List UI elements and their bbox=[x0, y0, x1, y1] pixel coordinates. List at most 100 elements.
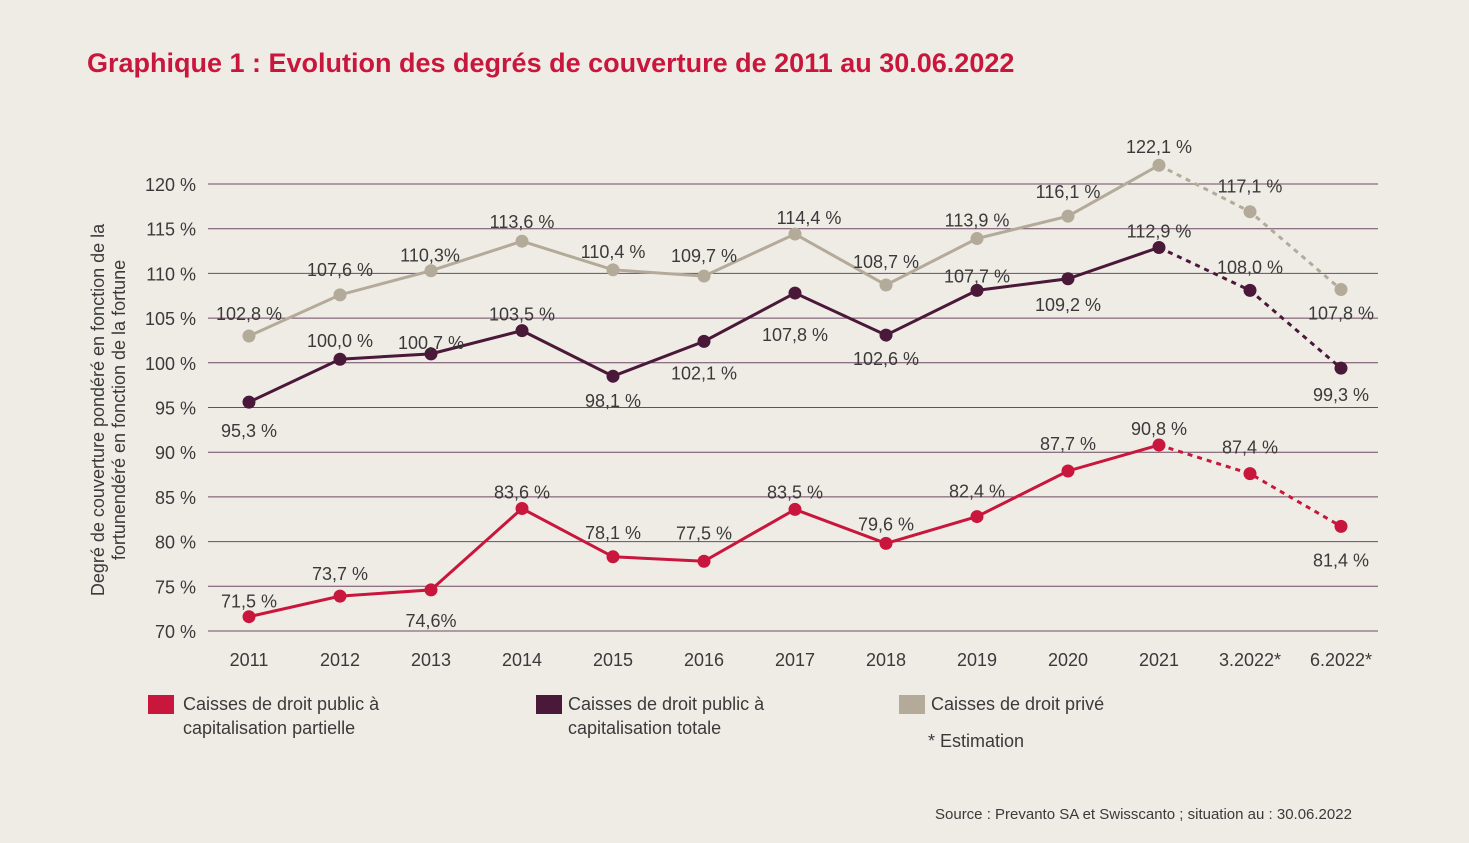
y-tick-label: 120 % bbox=[145, 175, 196, 195]
data-label: 113,6 % bbox=[490, 212, 555, 232]
legend-label-partielle: Caisses de droit public à capitalisation… bbox=[183, 694, 380, 738]
data-label: 108,7 % bbox=[853, 252, 919, 272]
y-axis: 70 % 75 % 80 % 85 % 90 % 95 % 100 % 105 % 110 % 1… bbox=[145, 175, 196, 642]
data-label: 116,1 % bbox=[1036, 182, 1101, 202]
data-label: 110,3% bbox=[400, 246, 460, 266]
data-label: 74,6% bbox=[405, 611, 456, 631]
x-tick-label: 2012 bbox=[320, 650, 360, 670]
data-label: 87,7 % bbox=[1040, 434, 1096, 454]
data-labels: 102,8 % 107,6 % 110,3% 113,6 % 110,4 % 109,7 … bbox=[216, 137, 1374, 631]
x-tick-label: 2020 bbox=[1048, 650, 1088, 670]
data-point bbox=[333, 589, 347, 603]
data-point bbox=[424, 347, 438, 361]
x-tick-label: 2019 bbox=[957, 650, 997, 670]
data-point bbox=[970, 232, 984, 246]
x-tick-label: 2014 bbox=[502, 650, 542, 670]
y-tick-label: 75 % bbox=[155, 577, 196, 597]
data-point bbox=[333, 288, 347, 302]
x-tick-label: 6.2022* bbox=[1310, 650, 1372, 670]
x-tick-label: 3.2022* bbox=[1219, 650, 1281, 670]
data-point bbox=[697, 554, 711, 568]
legend-swatch-prive bbox=[899, 695, 925, 714]
legend-label-prive: Caisses de droit privé bbox=[931, 694, 1105, 714]
data-label: 102,1 % bbox=[671, 363, 737, 383]
x-tick-label: 2017 bbox=[775, 650, 815, 670]
x-tick-label: 2011 bbox=[230, 650, 269, 670]
data-point bbox=[1243, 467, 1257, 481]
data-point bbox=[879, 278, 893, 292]
legend-swatch-partielle bbox=[148, 695, 174, 714]
data-label: 82,4 % bbox=[949, 482, 1005, 502]
data-point bbox=[1061, 209, 1075, 223]
legend-label-totale: Caisses de droit public à capitalisation… bbox=[568, 694, 765, 738]
data-label: 99,3 % bbox=[1313, 385, 1369, 405]
data-point bbox=[1061, 272, 1075, 286]
data-label: 102,8 % bbox=[216, 304, 282, 324]
y-tick-label: 100 % bbox=[145, 354, 196, 374]
data-label: 81,4 % bbox=[1313, 550, 1369, 570]
data-label: 98,1 % bbox=[585, 391, 641, 411]
data-label: 103,5 % bbox=[489, 305, 555, 325]
data-point bbox=[879, 328, 893, 342]
estimation-note: * Estimation bbox=[928, 731, 1025, 751]
data-point bbox=[1334, 361, 1348, 375]
data-point bbox=[1243, 205, 1257, 219]
x-axis: 2011 2012 2013 2014 2015 2016 2017 2018 2019 2020… bbox=[230, 650, 1372, 670]
y-tick-label: 80 % bbox=[155, 533, 196, 553]
gridlines bbox=[208, 183, 1378, 632]
data-point bbox=[515, 234, 529, 248]
y-tick-label: 90 % bbox=[155, 443, 196, 463]
x-tick-label: 2015 bbox=[593, 650, 633, 670]
data-point bbox=[606, 263, 620, 277]
data-point bbox=[242, 395, 256, 409]
y-axis-title-line2: fortunendéré en fonction de la fortune bbox=[109, 260, 129, 560]
x-tick-label: 2016 bbox=[684, 650, 724, 670]
data-point bbox=[1334, 282, 1348, 296]
data-label: 71,5 % bbox=[221, 592, 277, 612]
data-label: 108,0 % bbox=[1217, 257, 1283, 277]
y-tick-label: 110 % bbox=[146, 264, 196, 284]
y-tick-label: 95 % bbox=[155, 399, 196, 419]
data-label: 87,4 % bbox=[1222, 438, 1278, 458]
x-tick-label: 2013 bbox=[411, 650, 451, 670]
data-point bbox=[970, 510, 984, 524]
data-label: 117,1 % bbox=[1218, 177, 1283, 197]
data-point bbox=[606, 369, 620, 383]
data-point bbox=[333, 352, 347, 366]
data-label: 114,4 % bbox=[777, 208, 842, 228]
series-line-estimated bbox=[1158, 443, 1342, 528]
data-label: 107,6 % bbox=[307, 260, 373, 280]
data-point bbox=[1152, 240, 1166, 254]
data-point bbox=[424, 264, 438, 278]
data-label: 107,8 % bbox=[1308, 303, 1374, 323]
y-tick-label: 85 % bbox=[155, 488, 196, 508]
data-point bbox=[788, 227, 802, 241]
y-tick-label: 70 % bbox=[155, 622, 196, 642]
data-label: 110,4 % bbox=[581, 242, 646, 262]
data-point bbox=[879, 536, 893, 550]
data-label: 107,8 % bbox=[762, 325, 828, 345]
data-label: 73,7 % bbox=[312, 564, 368, 584]
data-label: 77,5 % bbox=[676, 523, 732, 543]
data-point bbox=[788, 502, 802, 516]
chart-title: Graphique 1 : Evolution des degrés de co… bbox=[87, 48, 1015, 78]
x-tick-label: 2021 bbox=[1139, 650, 1179, 670]
data-point bbox=[970, 283, 984, 297]
data-label: 90,8 % bbox=[1131, 419, 1187, 439]
x-tick-label: 2018 bbox=[866, 650, 906, 670]
y-tick-label: 115 % bbox=[146, 220, 196, 240]
data-point bbox=[606, 550, 620, 564]
data-label: 113,9 % bbox=[945, 211, 1010, 231]
data-point bbox=[1152, 158, 1166, 172]
data-label: 78,1 % bbox=[585, 523, 641, 543]
data-point bbox=[515, 324, 529, 338]
legend-swatch-totale bbox=[536, 695, 562, 714]
data-label: 83,6 % bbox=[494, 483, 550, 503]
data-point bbox=[1152, 438, 1166, 452]
data-label: 100,0 % bbox=[307, 331, 373, 351]
data-point bbox=[697, 269, 711, 283]
y-tick-label: 105 % bbox=[145, 309, 196, 329]
data-label: 102,6 % bbox=[853, 349, 919, 369]
data-label: 109,7 % bbox=[671, 246, 737, 266]
